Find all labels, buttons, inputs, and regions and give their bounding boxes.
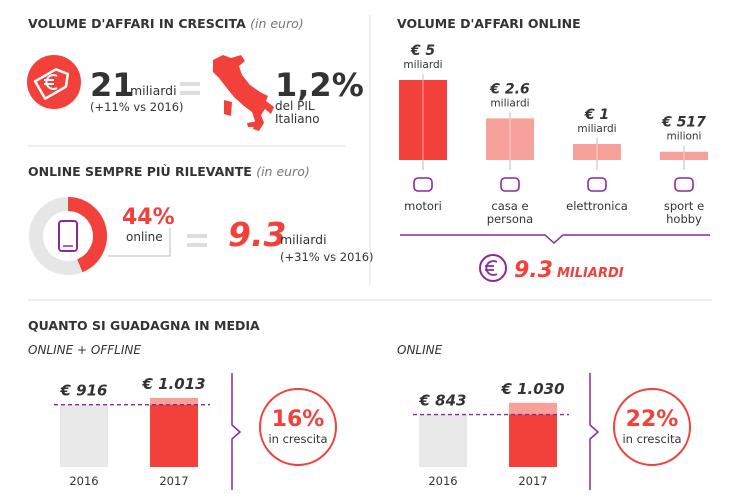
bracket bbox=[400, 234, 710, 245]
category-box: motori bbox=[404, 200, 442, 213]
value-label: € 5 bbox=[410, 43, 436, 59]
amount-unit: miliardi bbox=[280, 232, 327, 247]
category-icon bbox=[674, 177, 694, 192]
online-amount: 9.3 bbox=[228, 215, 286, 254]
amount-change: (+11% vs 2016) bbox=[90, 100, 184, 114]
subtitle: ONLINE bbox=[397, 343, 443, 357]
bar bbox=[60, 404, 108, 467]
growth-circle bbox=[259, 388, 337, 466]
value-label: € 1.013 bbox=[141, 375, 205, 393]
value-unit: miliardi bbox=[577, 123, 616, 135]
amount: 21 bbox=[90, 66, 135, 104]
category-label: sport e hobby bbox=[663, 200, 705, 226]
label-bg bbox=[571, 104, 623, 136]
subtitle: ONLINE + OFFLINE bbox=[28, 343, 141, 357]
category-icon bbox=[500, 177, 520, 192]
label-bg bbox=[397, 40, 449, 72]
gdp-share: 1,2% bbox=[275, 66, 364, 104]
value-unit: miliardi bbox=[490, 97, 529, 109]
growth-label: in crescita bbox=[622, 432, 681, 446]
value-label: € 2.6 bbox=[489, 81, 530, 97]
equals bbox=[187, 234, 207, 247]
tag-icon bbox=[27, 55, 81, 109]
title-note: (in euro) bbox=[256, 164, 310, 179]
category-box: sport e hobby bbox=[663, 200, 705, 226]
bracket bbox=[589, 373, 600, 490]
category-label: motori bbox=[404, 200, 442, 213]
label-bg bbox=[484, 78, 536, 111]
italy-map bbox=[213, 55, 274, 131]
category-label: online bbox=[126, 230, 163, 244]
category-box: elettronica bbox=[566, 200, 628, 213]
section-title: VOLUME D'AFFARI ONLINE bbox=[397, 16, 581, 31]
bar bbox=[419, 414, 467, 467]
donut-segment bbox=[29, 197, 83, 275]
amount-change: (+31% vs 2016) bbox=[280, 250, 374, 264]
category-icon bbox=[587, 177, 607, 192]
bracket bbox=[231, 373, 242, 490]
label-bg bbox=[658, 111, 710, 144]
category-box: casa e persona bbox=[486, 200, 534, 226]
title: ONLINE SEMPRE PIÙ RILEVANTE bbox=[28, 164, 252, 179]
growth-segment bbox=[150, 398, 198, 405]
connector bbox=[108, 228, 171, 257]
phone-icon bbox=[58, 220, 78, 252]
value-unit: milioni bbox=[667, 131, 702, 143]
total-value: 9.3 bbox=[514, 258, 553, 283]
category-label: elettronica bbox=[566, 200, 628, 213]
bar bbox=[150, 398, 198, 467]
value-label: € 1 bbox=[584, 107, 609, 123]
category-label: casa e persona bbox=[486, 200, 534, 226]
growth: 22% bbox=[626, 407, 679, 432]
value-label: € 843 bbox=[419, 392, 467, 410]
title: VOLUME D'AFFARI IN CRESCITA bbox=[28, 16, 246, 31]
equals bbox=[180, 82, 200, 95]
category-label: 2016 bbox=[428, 474, 457, 488]
growth-label: in crescita bbox=[268, 432, 327, 446]
value-label: € 916 bbox=[60, 382, 108, 400]
growth-circle bbox=[613, 388, 691, 466]
section-title: VOLUME D'AFFARI IN CRESCITA (in euro) bbox=[28, 16, 304, 31]
value-label: € 1.030 bbox=[500, 380, 564, 398]
section-title: QUANTO SI GUADAGNA IN MEDIA bbox=[28, 318, 260, 333]
euro-icon bbox=[479, 254, 507, 282]
value-unit: miliardi bbox=[403, 59, 442, 71]
growth-segment bbox=[509, 402, 557, 415]
category-label: 2017 bbox=[159, 474, 188, 488]
growth: 16% bbox=[272, 407, 325, 432]
category-label: 2017 bbox=[518, 474, 547, 488]
title-note: (in euro) bbox=[250, 16, 304, 31]
total-unit: MILIARDI bbox=[557, 266, 624, 281]
gdp-label: del PIL bbox=[275, 99, 315, 113]
section-title: ONLINE SEMPRE PIÙ RILEVANTE (in euro) bbox=[28, 164, 310, 179]
value-label: € 517 bbox=[661, 115, 706, 131]
category-icon bbox=[413, 177, 433, 192]
donut-segment bbox=[67, 197, 107, 273]
amount-unit: miliardi bbox=[130, 83, 177, 98]
gdp-label: Italiano bbox=[275, 112, 320, 126]
category-label: 2016 bbox=[69, 474, 98, 488]
value-label: 44% bbox=[122, 205, 175, 230]
